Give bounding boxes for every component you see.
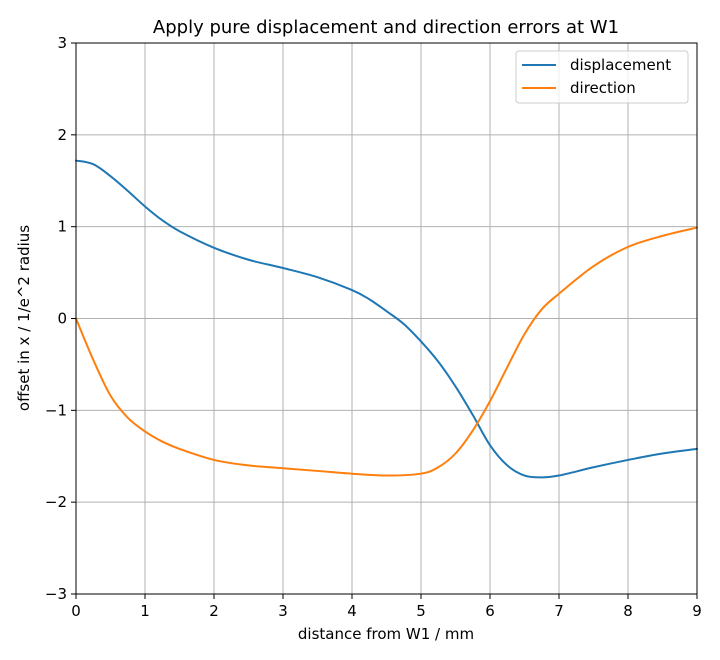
- series-layer: [75, 159, 698, 479]
- x-axis-ticks: 0 1 2 3 4 5 6 7 8 9: [71, 594, 702, 620]
- legend-box: [515, 50, 689, 104]
- legend-label-direction: direction: [570, 79, 636, 97]
- x-tick-label: 6: [485, 602, 495, 620]
- y-tick-label: −2: [45, 493, 67, 511]
- x-tick-label: 3: [278, 602, 288, 620]
- y-axis-label: offset in x / 1/e^2 radius: [15, 225, 33, 411]
- x-tick-label: 2: [209, 602, 219, 620]
- y-tick-label: −3: [45, 585, 67, 603]
- legend-label-displacement: displacement: [570, 56, 671, 74]
- y-axis-ticks: −3 −2 −1 0 1 2 3: [45, 34, 76, 603]
- x-tick-label: 5: [416, 602, 426, 620]
- legend: displacement direction: [515, 50, 689, 104]
- series-line-displacement: [75, 159, 698, 479]
- x-tick-label: 7: [554, 602, 564, 620]
- x-tick-label: 1: [140, 602, 150, 620]
- series-line-direction: [75, 226, 698, 477]
- y-tick-label: −1: [45, 401, 67, 419]
- chart-title: Apply pure displacement and direction er…: [153, 17, 619, 38]
- x-tick-label: 4: [347, 602, 357, 620]
- y-tick-label: 3: [57, 34, 67, 52]
- y-tick-label: 2: [57, 126, 67, 144]
- x-tick-label: 0: [71, 602, 81, 620]
- x-tick-label: 8: [623, 602, 633, 620]
- x-axis-label: distance from W1 / mm: [298, 625, 474, 643]
- x-tick-label: 9: [692, 602, 702, 620]
- y-tick-label: 1: [57, 218, 67, 236]
- y-tick-label: 0: [57, 310, 67, 328]
